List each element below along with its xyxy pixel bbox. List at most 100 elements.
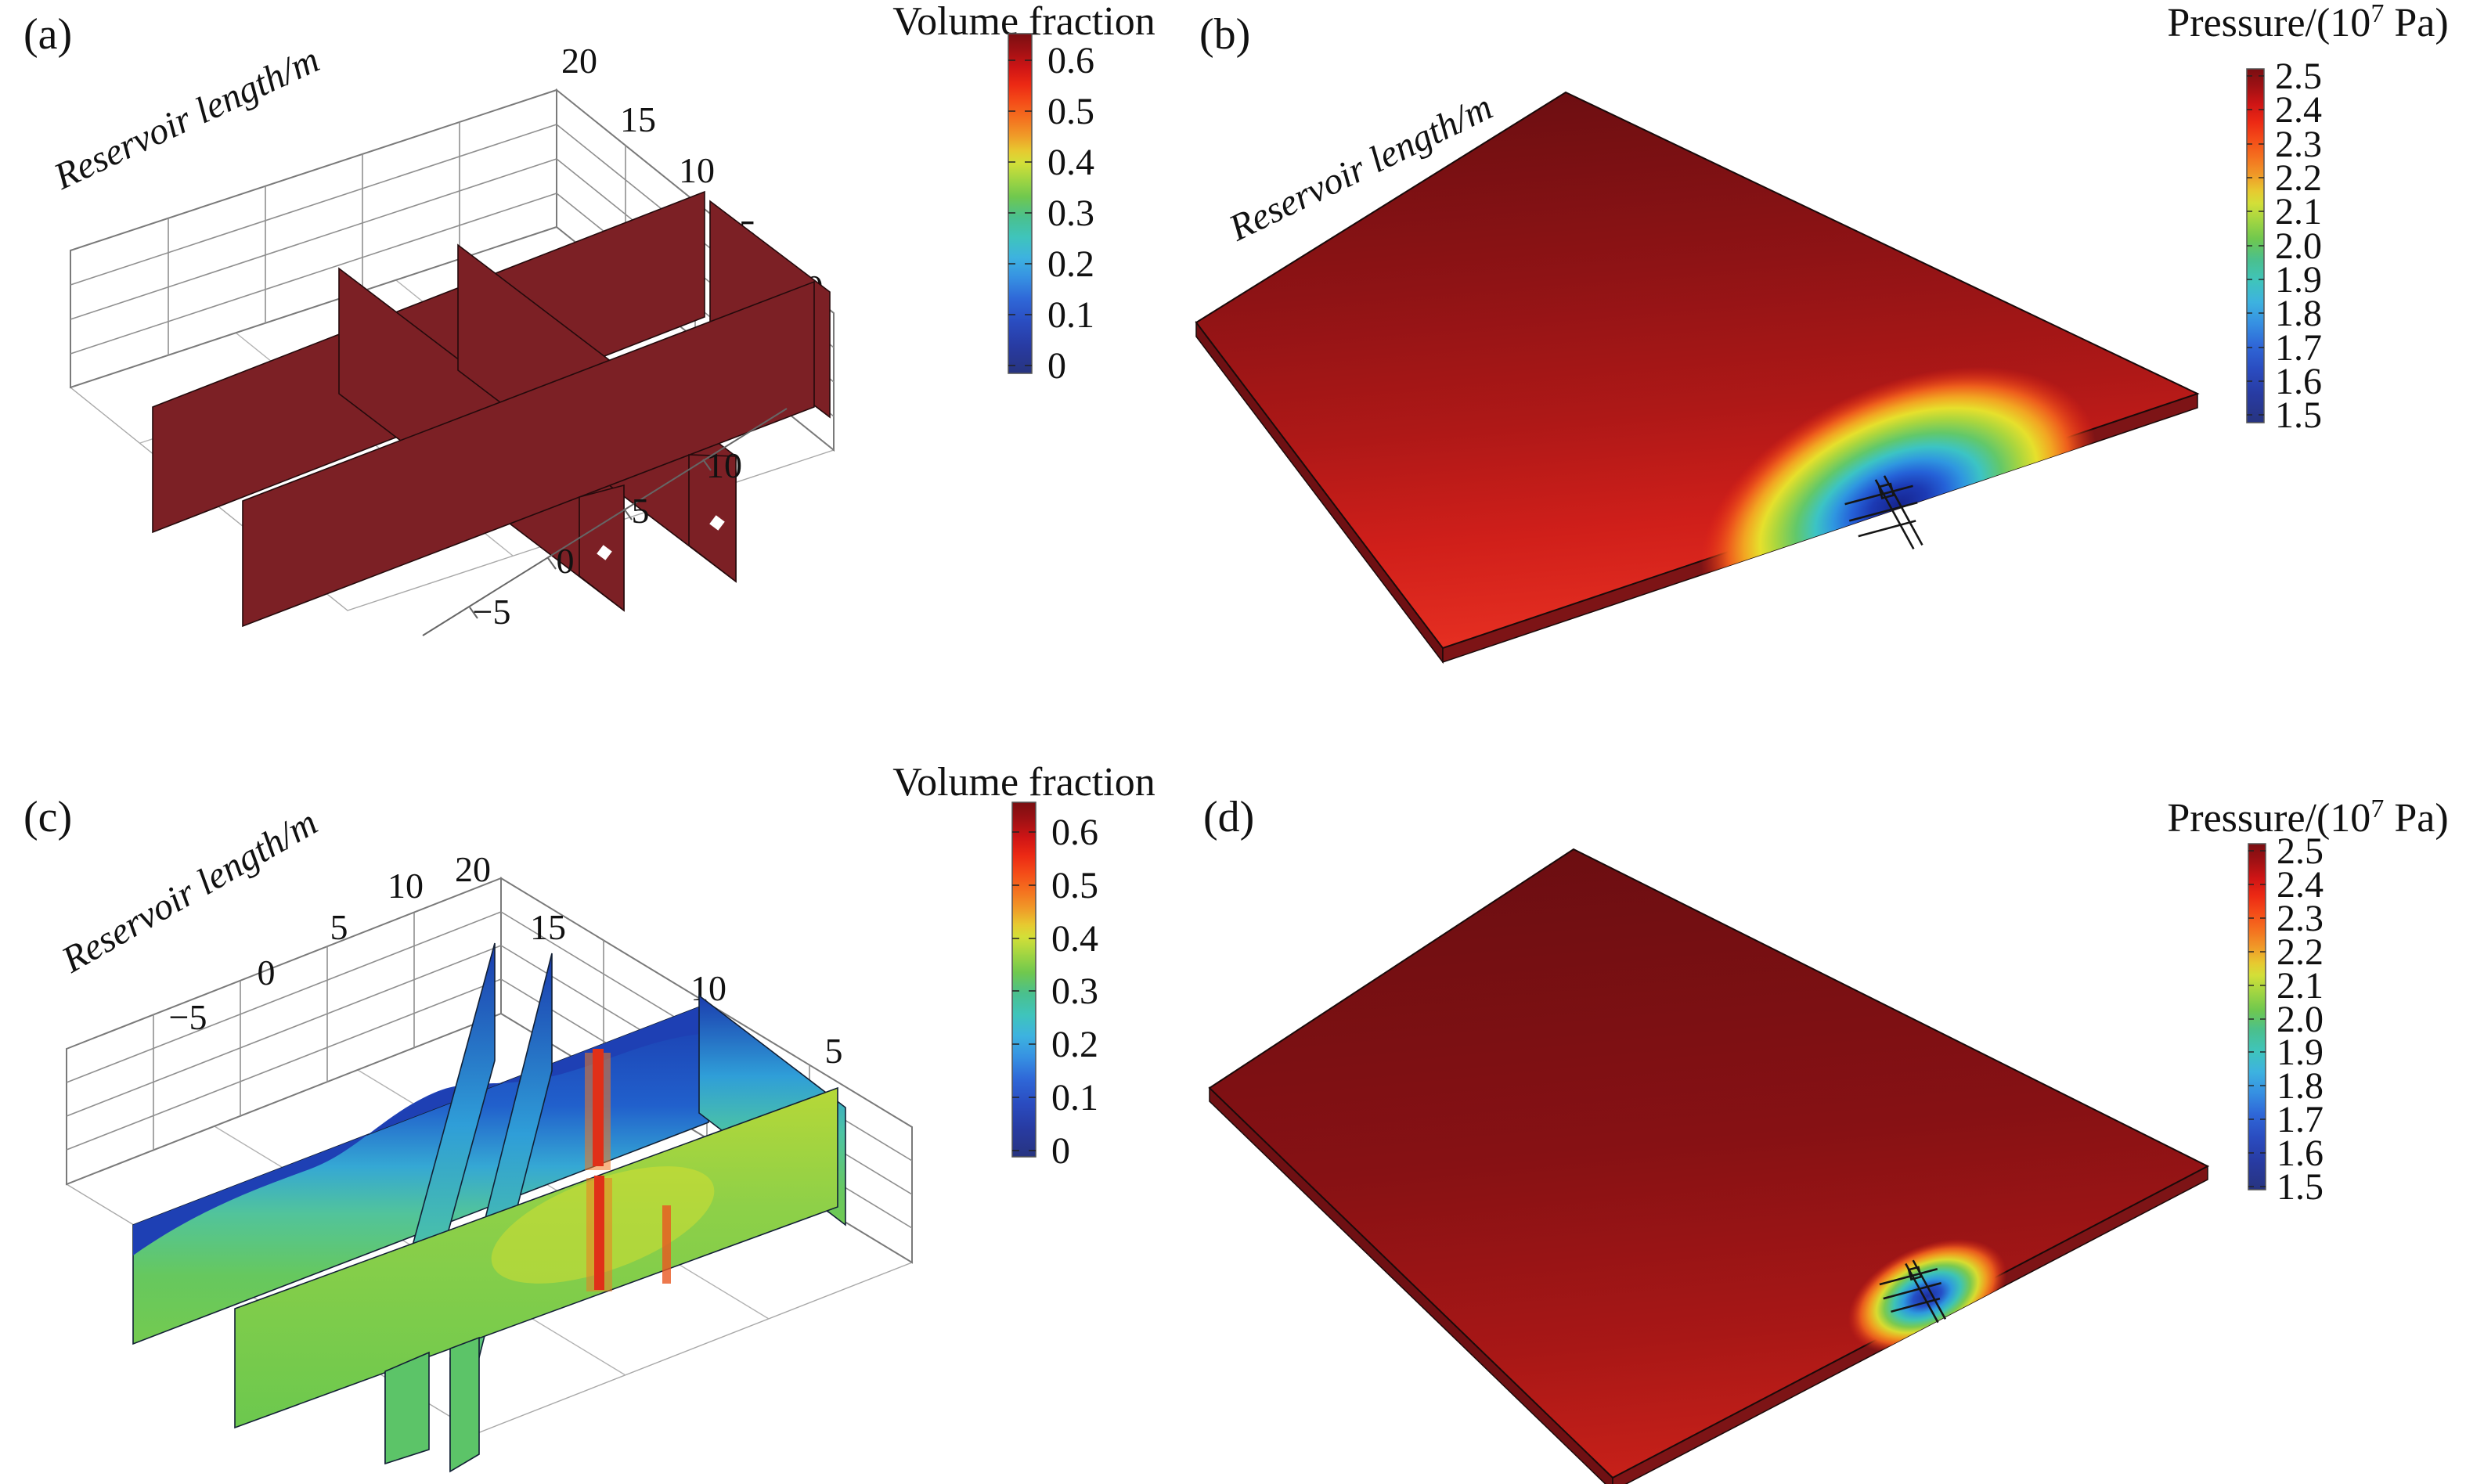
panel-c-axis-label: Reservoir length/m bbox=[54, 801, 324, 982]
tick-label: 0 bbox=[557, 541, 575, 581]
panel-c-slices bbox=[132, 942, 846, 1473]
colorbar-title: Volume fraction bbox=[892, 760, 1155, 805]
colorbar-label: 0.1 bbox=[1051, 1077, 1098, 1118]
colorbar-label: 2.2 bbox=[2275, 157, 2322, 199]
colorbar-label: 2.5 bbox=[2277, 830, 2324, 872]
colorbar-title: Pressure/(107 Pa) bbox=[2167, 794, 2448, 841]
colorbar-label: 0.4 bbox=[1051, 918, 1098, 960]
panel-a-axis-label: Reservoir length/m bbox=[47, 38, 326, 197]
colorbar-label: 2.1 bbox=[2275, 191, 2322, 232]
colorbar-labels: 0.6 0.5 0.4 0.3 0.2 0.1 0 bbox=[1047, 40, 1094, 387]
plate-surface bbox=[1195, 91, 2200, 650]
tick-label: 5 bbox=[330, 907, 348, 947]
slice-long-back-gas-zone bbox=[133, 1003, 708, 1255]
slice-long-front bbox=[242, 280, 815, 628]
colorbar-label: 0.6 bbox=[1051, 812, 1098, 853]
colorbar-label: 0 bbox=[1051, 1130, 1070, 1172]
tick-label: 10 bbox=[706, 445, 742, 485]
fracture-streak bbox=[662, 1205, 671, 1284]
tick-label: −5 bbox=[473, 592, 511, 632]
panel-d-letter: (d) bbox=[1203, 793, 1254, 841]
colorbar-ticks bbox=[1012, 831, 1036, 1151]
colorbar-label: 0.5 bbox=[1051, 865, 1098, 906]
tick-label: 15 bbox=[530, 907, 566, 947]
panel-c-right-ticks: 15 10 5 bbox=[530, 907, 843, 1071]
panel-b-colorbar: Pressure/(107 Pa) 2.5 2.4 2.3 2.2 bbox=[2167, 0, 2448, 436]
colorbar-labels: 0.6 0.5 0.4 0.3 0.2 0.1 0 bbox=[1051, 812, 1098, 1172]
well-fracture-symbol bbox=[1879, 1259, 1947, 1324]
colorbar-labels: 2.5 2.4 2.3 2.2 2.1 2.0 1.9 1.8 1.7 1.6 … bbox=[2275, 56, 2322, 436]
panel-a-colorbar: Volume fraction 0.6 0.5 0.4 0.3 0.2 0.1 … bbox=[892, 0, 1155, 387]
colorbar-label: 2.0 bbox=[2277, 999, 2324, 1040]
panel-c: (c) bbox=[23, 760, 1155, 1473]
colorbar-title: Pressure/(107 Pa) bbox=[2167, 0, 2448, 45]
colorbar-label: 2.0 bbox=[2275, 225, 2322, 267]
well-fracture-symbol bbox=[1844, 475, 1923, 549]
tick-label: 10 bbox=[388, 866, 424, 906]
tick-label: 20 bbox=[561, 41, 597, 81]
panel-b-letter: (b) bbox=[1199, 10, 1250, 59]
colorbar-gradient bbox=[1008, 33, 1033, 374]
colorbar-label: 0 bbox=[1047, 345, 1066, 387]
colorbar-gradient bbox=[2248, 843, 2266, 1190]
colorbar-label: 0.1 bbox=[1047, 294, 1094, 336]
colorbar-label: 2.3 bbox=[2275, 124, 2322, 165]
fracture-streak bbox=[594, 1176, 604, 1290]
panel-a: (a) bbox=[23, 0, 1155, 636]
colorbar-label: 1.8 bbox=[2275, 293, 2322, 334]
slice-cross-2-tip bbox=[688, 454, 737, 583]
panel-d-colorbar: Pressure/(107 Pa) 2.5 2.4 2.3 2.2 bbox=[2167, 794, 2448, 1208]
colorbar-label: 1.5 bbox=[2275, 394, 2322, 436]
slice-cross-1-tip bbox=[384, 1351, 430, 1465]
panel-b: (b) Reservoir length/m Pressure/(107 Pa) bbox=[1195, 0, 2449, 665]
colorbar-label: 0.6 bbox=[1047, 40, 1094, 81]
plate-surface bbox=[1208, 848, 2210, 1479]
slice-notch bbox=[709, 515, 725, 531]
colorbar-ticks bbox=[2248, 850, 2266, 1187]
tick-label: 20 bbox=[455, 849, 491, 889]
colorbar-labels: 2.5 2.4 2.3 2.2 2.1 2.0 1.9 1.8 1.7 1.6 … bbox=[2277, 830, 2324, 1208]
colorbar-gradient bbox=[1011, 801, 1037, 1158]
colorbar-label: 0.4 bbox=[1047, 142, 1094, 183]
panel-a-left-wall bbox=[70, 88, 557, 389]
colorbar-label: 0.2 bbox=[1051, 1024, 1098, 1065]
slice-notch bbox=[597, 545, 612, 560]
tick-label: 10 bbox=[679, 150, 715, 190]
colorbar-label: 0.3 bbox=[1051, 971, 1098, 1012]
colorbar-label: 0.5 bbox=[1047, 91, 1094, 132]
colorbar-label: 2.5 bbox=[2275, 56, 2322, 97]
colorbar-ticks bbox=[1008, 59, 1032, 366]
tick-label: 15 bbox=[620, 99, 656, 139]
panel-c-left-ticks: −5 0 5 10 20 bbox=[169, 849, 491, 1037]
panel-c-colorbar: Volume fraction 0.6 0.5 0.4 0.3 0.2 0.1 … bbox=[892, 760, 1155, 1172]
tick-label: −5 bbox=[169, 997, 207, 1037]
colorbar-label: 0.2 bbox=[1047, 243, 1094, 285]
tick-label: 0 bbox=[258, 953, 276, 992]
slice-cross-2-tip bbox=[449, 1336, 480, 1473]
colorbar-label: 1.8 bbox=[2277, 1065, 2324, 1107]
panel-a-slices bbox=[152, 190, 831, 628]
colorbar-label: 2.2 bbox=[2277, 931, 2324, 973]
colorbar-label: 1.6 bbox=[2277, 1133, 2324, 1174]
fracture-streak bbox=[593, 1049, 604, 1166]
colorbar-label: 0.3 bbox=[1047, 193, 1094, 234]
colorbar-label: 1.9 bbox=[2275, 259, 2322, 301]
colorbar-label: 1.5 bbox=[2277, 1166, 2324, 1208]
panel-c-letter: (c) bbox=[23, 793, 72, 841]
tick-label: 5 bbox=[825, 1031, 843, 1071]
panel-a-front-axis: −5 0 5 10 bbox=[422, 408, 788, 636]
colorbar-label: 2.4 bbox=[2275, 89, 2322, 131]
panel-d-plate bbox=[1208, 848, 2210, 1484]
colorbar-label: 1.7 bbox=[2275, 327, 2322, 369]
panel-a-letter: (a) bbox=[23, 10, 72, 59]
colorbar-label: 2.3 bbox=[2277, 898, 2324, 939]
colorbar-label: 1.7 bbox=[2277, 1099, 2324, 1140]
colorbar-label: 2.4 bbox=[2277, 864, 2324, 906]
colorbar-label: 2.1 bbox=[2277, 965, 2324, 1007]
colorbar-ticks bbox=[2247, 75, 2264, 416]
panel-d: (d) Pressure/(107 Pa) bbox=[1203, 793, 2449, 1484]
tick-label: 10 bbox=[690, 968, 726, 1008]
tick-label: 5 bbox=[632, 491, 650, 531]
